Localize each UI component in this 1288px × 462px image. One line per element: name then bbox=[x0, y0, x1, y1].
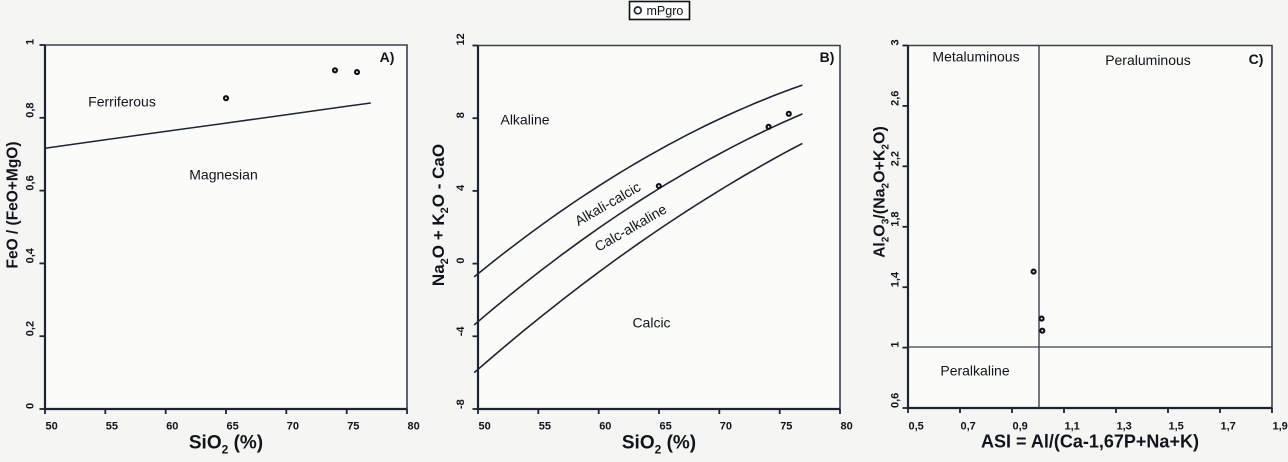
svg-text:75: 75 bbox=[347, 421, 359, 433]
svg-text:55: 55 bbox=[106, 421, 118, 433]
svg-text:50: 50 bbox=[46, 421, 58, 433]
svg-text:80: 80 bbox=[408, 421, 420, 433]
svg-text:Peraluminous: Peraluminous bbox=[1105, 52, 1191, 68]
svg-text:60: 60 bbox=[166, 421, 178, 433]
svg-text:70: 70 bbox=[287, 421, 299, 433]
svg-text:0,8: 0,8 bbox=[25, 103, 37, 118]
svg-text:1,5: 1,5 bbox=[1169, 421, 1184, 433]
svg-text:Alkaline: Alkaline bbox=[500, 112, 549, 128]
svg-text:60: 60 bbox=[599, 421, 611, 433]
svg-text:SiO2 (%): SiO2 (%) bbox=[622, 432, 696, 456]
svg-text:Peralkaline: Peralkaline bbox=[940, 363, 1009, 379]
svg-text:Calcic: Calcic bbox=[632, 314, 670, 330]
svg-text:-4: -4 bbox=[455, 326, 467, 337]
svg-text:65: 65 bbox=[227, 421, 239, 433]
svg-text:-8: -8 bbox=[455, 399, 467, 409]
svg-text:12: 12 bbox=[455, 33, 467, 45]
svg-text:0,7: 0,7 bbox=[961, 421, 976, 433]
svg-text:0: 0 bbox=[455, 257, 467, 263]
svg-text:2,6: 2,6 bbox=[890, 91, 902, 106]
svg-text:70: 70 bbox=[720, 421, 732, 433]
svg-text:Ferriferous: Ferriferous bbox=[88, 94, 156, 110]
svg-text:80: 80 bbox=[841, 421, 853, 433]
svg-text:0,6: 0,6 bbox=[25, 175, 37, 190]
svg-text:B): B) bbox=[820, 49, 835, 65]
svg-text:1: 1 bbox=[25, 39, 37, 45]
svg-text:1,7: 1,7 bbox=[1221, 421, 1236, 433]
svg-text:A): A) bbox=[380, 49, 395, 65]
svg-text:3: 3 bbox=[890, 39, 902, 45]
svg-text:4: 4 bbox=[455, 184, 467, 191]
svg-text:FeO / (FeO+MgO): FeO / (FeO+MgO) bbox=[5, 141, 22, 268]
svg-text:8: 8 bbox=[455, 112, 467, 118]
svg-text:0,5: 0,5 bbox=[909, 421, 924, 433]
svg-text:0: 0 bbox=[25, 403, 37, 409]
svg-text:0,9: 0,9 bbox=[1013, 421, 1028, 433]
svg-text:mPgro: mPgro bbox=[647, 4, 684, 18]
svg-text:1,4: 1,4 bbox=[890, 271, 902, 287]
svg-text:Al2O3/(Na2O+K2O): Al2O3/(Na2O+K2O) bbox=[872, 126, 892, 258]
svg-text:2,2: 2,2 bbox=[890, 151, 902, 166]
svg-text:Na2O + K2O - CaO: Na2O + K2O - CaO bbox=[429, 144, 451, 286]
svg-text:ASI = Al/(Ca-1,67P+Na+K): ASI = Al/(Ca-1,67P+Na+K) bbox=[981, 432, 1199, 452]
svg-text:0,6: 0,6 bbox=[890, 393, 902, 408]
svg-text:Metaluminous: Metaluminous bbox=[932, 49, 1019, 65]
svg-text:75: 75 bbox=[780, 421, 792, 433]
svg-text:0,2: 0,2 bbox=[25, 321, 37, 336]
svg-text:C): C) bbox=[1249, 51, 1264, 67]
svg-text:1,1: 1,1 bbox=[1065, 421, 1080, 433]
svg-text:0,4: 0,4 bbox=[25, 247, 37, 263]
svg-text:65: 65 bbox=[660, 421, 672, 433]
svg-text:1,3: 1,3 bbox=[1117, 421, 1132, 433]
svg-text:55: 55 bbox=[539, 421, 551, 433]
svg-text:1,9: 1,9 bbox=[1273, 421, 1288, 433]
svg-text:50: 50 bbox=[479, 421, 491, 433]
svg-text:Magnesian: Magnesian bbox=[189, 167, 258, 183]
svg-text:1: 1 bbox=[890, 341, 902, 347]
svg-text:1,8: 1,8 bbox=[890, 212, 902, 227]
